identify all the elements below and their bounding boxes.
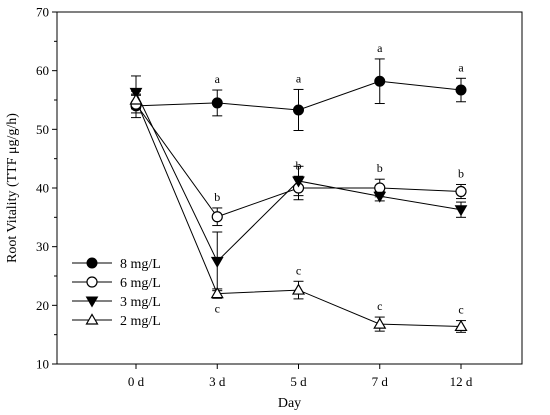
data-point (211, 211, 223, 223)
data-point (455, 84, 467, 96)
data-point (210, 286, 224, 299)
significance-labels: a a a a b b b b c c c c (214, 41, 464, 317)
series-layer (129, 58, 468, 333)
data-point (210, 256, 224, 268)
legend: 8 mg/L 6 mg/L 3 mg/L 2 mg/L (72, 257, 161, 329)
x-tick-label: 5 d (290, 374, 307, 389)
x-tick-label: 7 d (372, 374, 389, 389)
legend-label: 3 mg/L (120, 295, 161, 310)
legend-item: 8 mg/L (72, 257, 161, 272)
legend-label: 2 mg/L (120, 314, 161, 329)
series-errorbars (131, 58, 466, 132)
x-tick-label: 3 d (209, 374, 226, 389)
x-tick-label: 0 d (128, 374, 145, 389)
significance-label: b (296, 158, 302, 172)
significance-label: c (377, 299, 382, 313)
series-markers (129, 87, 468, 268)
legend-item: 6 mg/L (72, 276, 161, 291)
x-axis-label: Day (278, 396, 301, 411)
axes: 10 20 30 40 50 60 70 0 d 3 d 5 d 7 d 12 d (36, 5, 523, 389)
legend-label: 6 mg/L (120, 276, 161, 291)
data-point (454, 319, 468, 332)
data-point (455, 185, 467, 198)
data-point (85, 313, 99, 325)
data-point (211, 97, 223, 109)
y-tick-label: 30 (36, 239, 49, 254)
plot-frame (56, 11, 523, 365)
legend-item: 2 mg/L (72, 313, 161, 329)
significance-label: b (458, 166, 464, 180)
legend-label: 8 mg/L (120, 257, 161, 272)
significance-label: a (215, 72, 221, 86)
y-tick-label: 60 (36, 63, 49, 78)
data-point (373, 191, 387, 203)
data-point (454, 205, 468, 217)
legend-item: 3 mg/L (72, 295, 161, 310)
data-point (291, 283, 306, 295)
data-point (129, 93, 143, 105)
data-point (374, 182, 386, 194)
data-point (374, 75, 386, 87)
significance-label: c (458, 303, 463, 317)
data-point (373, 317, 387, 329)
data-point (129, 87, 143, 99)
x-tick-label: 12 d (450, 374, 473, 389)
y-axis-label: Root Vitality (TTF μg/g/h) (5, 113, 20, 263)
significance-label: c (215, 301, 220, 315)
significance-label: a (458, 60, 464, 74)
significance-label: b (214, 190, 220, 204)
data-point (86, 276, 98, 288)
significance-label: b (377, 161, 383, 175)
y-tick-label: 70 (36, 5, 49, 20)
significance-label: c (296, 263, 301, 277)
series-markers (129, 93, 468, 332)
data-point (86, 257, 98, 269)
y-tick-label: 10 (36, 357, 49, 372)
significance-label: a (377, 41, 383, 55)
data-point (293, 104, 304, 116)
y-tick-label: 20 (36, 298, 49, 313)
data-point (292, 176, 305, 188)
y-tick-label: 50 (36, 122, 49, 137)
significance-label: a (296, 71, 302, 85)
data-point (85, 296, 99, 308)
y-tick-label: 40 (36, 181, 49, 196)
